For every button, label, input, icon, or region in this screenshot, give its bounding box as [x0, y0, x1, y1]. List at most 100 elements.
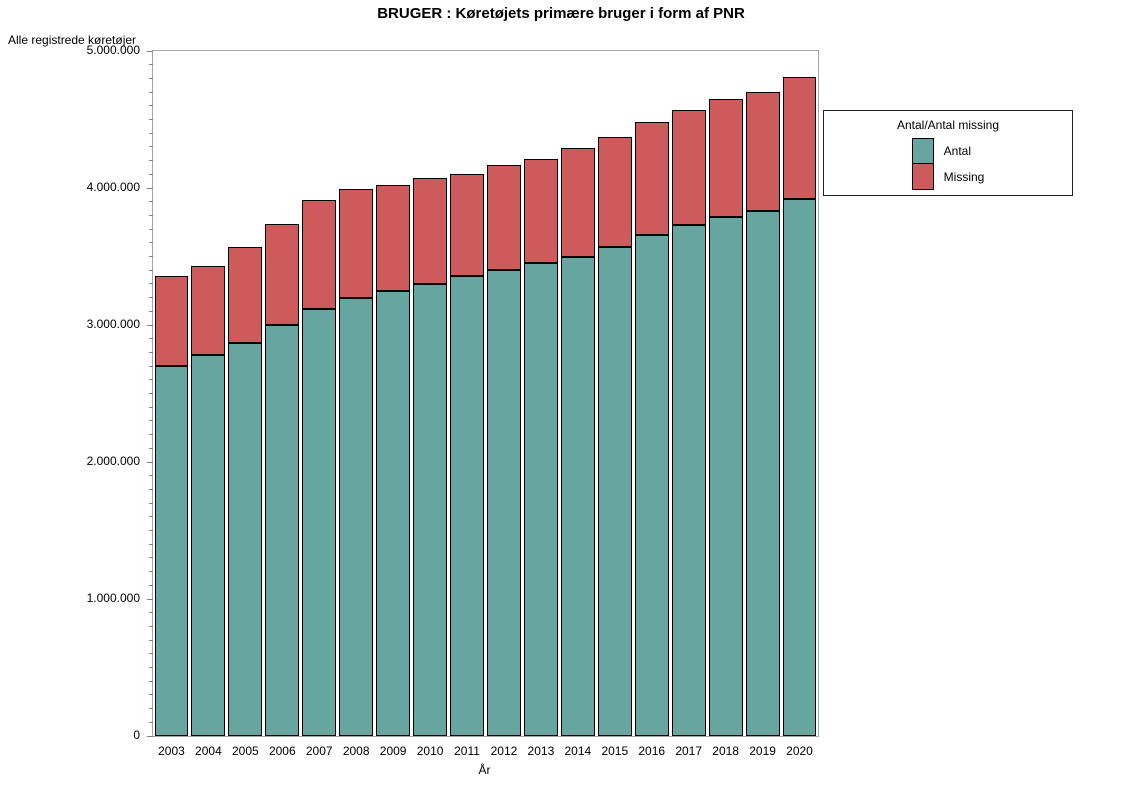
- legend: Antal/Antal missing Antal Missing: [823, 110, 1073, 196]
- y-minor-tick: [149, 420, 153, 422]
- y-tick-label: 3.000.000: [86, 317, 140, 331]
- y-minor-tick: [149, 680, 153, 682]
- y-minor-tick: [149, 297, 153, 299]
- y-major-tick: [147, 461, 153, 463]
- bar-missing-2010: [413, 178, 448, 284]
- legend-entries: Antal Missing: [911, 138, 985, 190]
- y-minor-tick: [149, 708, 153, 710]
- bar-missing-2018: [708, 98, 743, 217]
- y-minor-tick: [149, 447, 153, 449]
- y-minor-tick: [149, 173, 153, 175]
- y-minor-tick: [149, 694, 153, 696]
- bar-antal-2017: [671, 225, 706, 736]
- y-minor-tick: [149, 475, 153, 477]
- y-minor-tick: [149, 612, 153, 614]
- x-axis-title: År: [478, 763, 491, 777]
- x-tick-label-2014: 2014: [564, 744, 592, 758]
- y-minor-tick: [149, 283, 153, 285]
- bar-antal-2010: [413, 283, 448, 736]
- bar-antal-2009: [376, 290, 411, 736]
- bar-antal-2004: [191, 355, 226, 736]
- y-minor-tick: [149, 214, 153, 216]
- x-tick-label-2008: 2008: [342, 744, 370, 758]
- bar-missing-2005: [228, 246, 263, 343]
- y-minor-tick: [149, 379, 153, 381]
- y-minor-tick: [149, 625, 153, 627]
- x-tick-label-2012: 2012: [490, 744, 518, 758]
- x-tick-label-2015: 2015: [601, 744, 629, 758]
- y-minor-tick: [149, 571, 153, 573]
- bar-antal-2019: [745, 211, 780, 736]
- y-minor-tick: [149, 516, 153, 518]
- bar-missing-2008: [339, 189, 374, 298]
- bar-antal-2016: [634, 234, 669, 736]
- x-tick-label-2018: 2018: [712, 744, 739, 758]
- x-tick-label-2007: 2007: [305, 744, 333, 758]
- y-minor-tick: [149, 132, 153, 134]
- x-tick-label-2019: 2019: [749, 744, 776, 758]
- y-minor-tick: [149, 146, 153, 148]
- bar-antal-2007: [302, 308, 337, 736]
- bar-missing-2019: [745, 92, 780, 212]
- y-tick-label: 5.000.000: [86, 43, 140, 57]
- y-minor-tick: [149, 351, 153, 353]
- y-tick-label: 4.000.000: [86, 180, 140, 194]
- x-tick-label-2011: 2011: [454, 744, 480, 758]
- x-tick-label-2020: 2020: [786, 744, 813, 758]
- y-minor-tick: [149, 406, 153, 408]
- legend-item-missing: Missing: [911, 164, 984, 190]
- y-tick-label: 0: [133, 728, 140, 742]
- y-minor-tick: [149, 488, 153, 490]
- bar-missing-2011: [450, 174, 484, 276]
- legend-item-antal: Antal: [911, 138, 985, 164]
- bar-missing-2016: [634, 122, 669, 235]
- bar-antal-2012: [487, 270, 521, 736]
- bar-missing-2013: [523, 159, 558, 264]
- bar-missing-2012: [487, 164, 521, 271]
- y-minor-tick: [149, 310, 153, 312]
- y-major-tick: [147, 735, 153, 737]
- bar-antal-2011: [450, 275, 484, 736]
- y-minor-tick: [149, 338, 153, 340]
- y-minor-tick: [149, 77, 153, 79]
- bar-antal-2014: [560, 256, 595, 736]
- plot-area: 2003 2004 2005 2006 2007 2008 2009 2010 2011 2012…: [147, 50, 819, 758]
- y-tick-label: 2.000.000: [86, 454, 140, 468]
- x-tick-label-2005: 2005: [231, 744, 259, 758]
- y-minor-tick: [149, 365, 153, 367]
- x-tick-label-2010: 2010: [416, 744, 444, 758]
- x-tick-label-2009: 2009: [379, 744, 407, 758]
- y-minor-tick: [149, 242, 153, 244]
- y-minor-tick: [149, 584, 153, 586]
- y-minor-tick: [149, 269, 153, 271]
- bar-antal-2006: [265, 325, 300, 736]
- x-tick-label-2003: 2003: [158, 744, 185, 758]
- y-minor-tick: [149, 502, 153, 504]
- y-minor-tick: [149, 119, 153, 120]
- y-axis-title: Alle registrede køretøjer: [8, 33, 137, 47]
- y-minor-tick: [149, 91, 153, 93]
- bar-antal-2005: [228, 342, 263, 736]
- y-minor-tick: [149, 667, 153, 668]
- bar-antal-2020: [782, 198, 817, 736]
- y-minor-tick: [149, 543, 153, 545]
- bar-missing-2020: [782, 77, 817, 199]
- y-tick-label: 1.000.000: [86, 591, 140, 605]
- y-minor-tick: [149, 228, 153, 230]
- y-minor-tick: [149, 393, 153, 394]
- y-major-tick: [147, 324, 153, 326]
- y-minor-tick: [149, 256, 153, 257]
- y-minor-tick: [149, 434, 153, 436]
- bar-missing-2009: [376, 185, 411, 291]
- bar-missing-2003: [154, 275, 189, 367]
- legend-swatch-missing: [911, 164, 934, 190]
- y-minor-tick: [149, 530, 153, 531]
- y-minor-tick: [149, 105, 153, 107]
- bar-missing-2014: [560, 148, 595, 257]
- x-tick-label-2006: 2006: [268, 744, 296, 758]
- bar-antal-2013: [523, 263, 558, 736]
- legend-title: Antal/Antal missing: [896, 118, 1000, 132]
- y-axis: 0 1.000.000 2.000.000 3.000.000 4.000.000 5.0…: [0, 43, 146, 742]
- x-tick-label-2013: 2013: [527, 744, 555, 758]
- legend-label-antal: Antal: [943, 144, 972, 158]
